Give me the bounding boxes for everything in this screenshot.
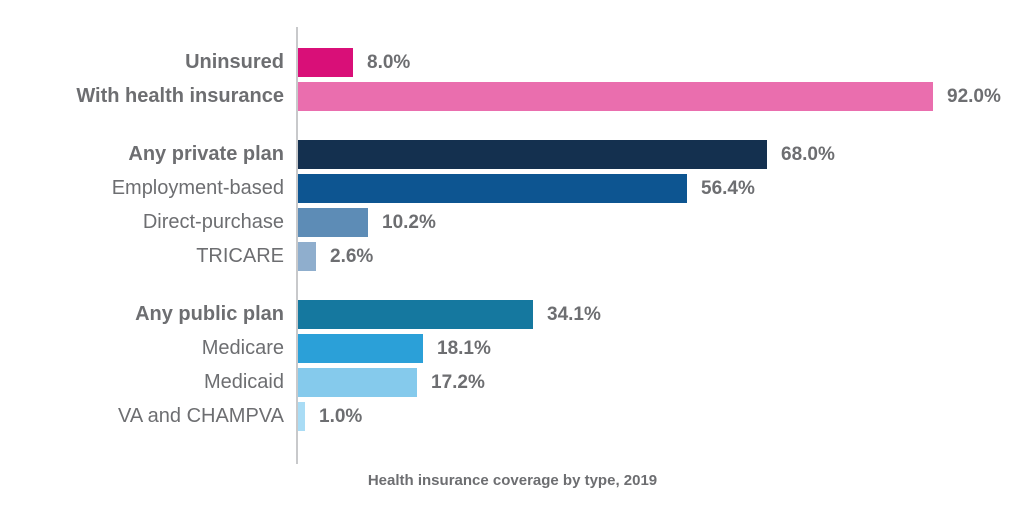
- category-label: Uninsured: [185, 51, 284, 73]
- bar-row: Medicare 18.1%: [0, 334, 1025, 363]
- category-label: Medicare: [201, 337, 284, 359]
- bar: [298, 140, 767, 169]
- bar: [298, 208, 368, 237]
- bar-row: Medicaid 17.2%: [0, 368, 1025, 397]
- bar-group-coverage-status: Uninsured 8.0% With health insurance 92.0%: [0, 48, 1025, 111]
- value-label: 10.2%: [382, 211, 436, 233]
- bar-row: VA and CHAMPVA 1.0%: [0, 402, 1025, 431]
- category-label: With health insurance: [76, 85, 284, 107]
- bar-row: Any public plan 34.1%: [0, 300, 1025, 329]
- category-label: Medicaid: [203, 371, 284, 393]
- bar-plot-area: 68.0%: [298, 140, 1025, 169]
- y-axis-line: [296, 27, 298, 464]
- bar-plot-area: 56.4%: [298, 174, 1025, 203]
- value-label: 34.1%: [547, 303, 601, 325]
- bar-row: Direct-purchase 10.2%: [0, 208, 1025, 237]
- bar: [298, 334, 423, 363]
- value-label: 17.2%: [431, 371, 485, 393]
- value-label: 56.4%: [701, 177, 755, 199]
- category-label: Direct-purchase: [142, 211, 284, 233]
- bar-plot-area: 8.0%: [298, 48, 1025, 77]
- bar-group-public-plans: Any public plan 34.1% Medicare 18.1% Medicai…: [0, 300, 1025, 431]
- category-label: VA and CHAMPVA: [118, 405, 284, 427]
- category-label: Employment-based: [111, 177, 284, 199]
- bar-plot-area: 1.0%: [298, 402, 1025, 431]
- value-label: 68.0%: [781, 143, 835, 165]
- bar-plot-area: 2.6%: [298, 242, 1025, 271]
- bar-plot-area: 10.2%: [298, 208, 1025, 237]
- value-label: 92.0%: [947, 85, 1001, 107]
- bar: [298, 402, 305, 431]
- value-label: 1.0%: [319, 405, 363, 427]
- bar-plot-area: 92.0%: [298, 82, 1025, 111]
- bar: [298, 368, 417, 397]
- bar-plot-area: 34.1%: [298, 300, 1025, 329]
- bar-row: With health insurance 92.0%: [0, 82, 1025, 111]
- chart-caption: Health insurance coverage by type, 2019: [367, 472, 658, 489]
- bar-row: Any private plan 68.0%: [0, 140, 1025, 169]
- bar: [298, 82, 933, 111]
- category-label: Any public plan: [135, 303, 284, 325]
- bar-row: Uninsured 8.0%: [0, 48, 1025, 77]
- bar-row: TRICARE 2.6%: [0, 242, 1025, 271]
- category-label: TRICARE: [196, 245, 284, 267]
- bar-plot-area: 18.1%: [298, 334, 1025, 363]
- bar: [298, 174, 687, 203]
- value-label: 8.0%: [367, 51, 411, 73]
- category-label: Any private plan: [128, 143, 284, 165]
- bar-group-private-plans: Any private plan 68.0% Employment-based 56.…: [0, 140, 1025, 271]
- bar-rows-container: Uninsured 8.0% With health insurance 92.0% A…: [0, 48, 1025, 436]
- bar: [298, 48, 353, 77]
- bar: [298, 242, 316, 271]
- bar-row: Employment-based 56.4%: [0, 174, 1025, 203]
- bar: [298, 300, 533, 329]
- bar-plot-area: 17.2%: [298, 368, 1025, 397]
- value-label: 2.6%: [330, 245, 374, 267]
- value-label: 18.1%: [437, 337, 491, 359]
